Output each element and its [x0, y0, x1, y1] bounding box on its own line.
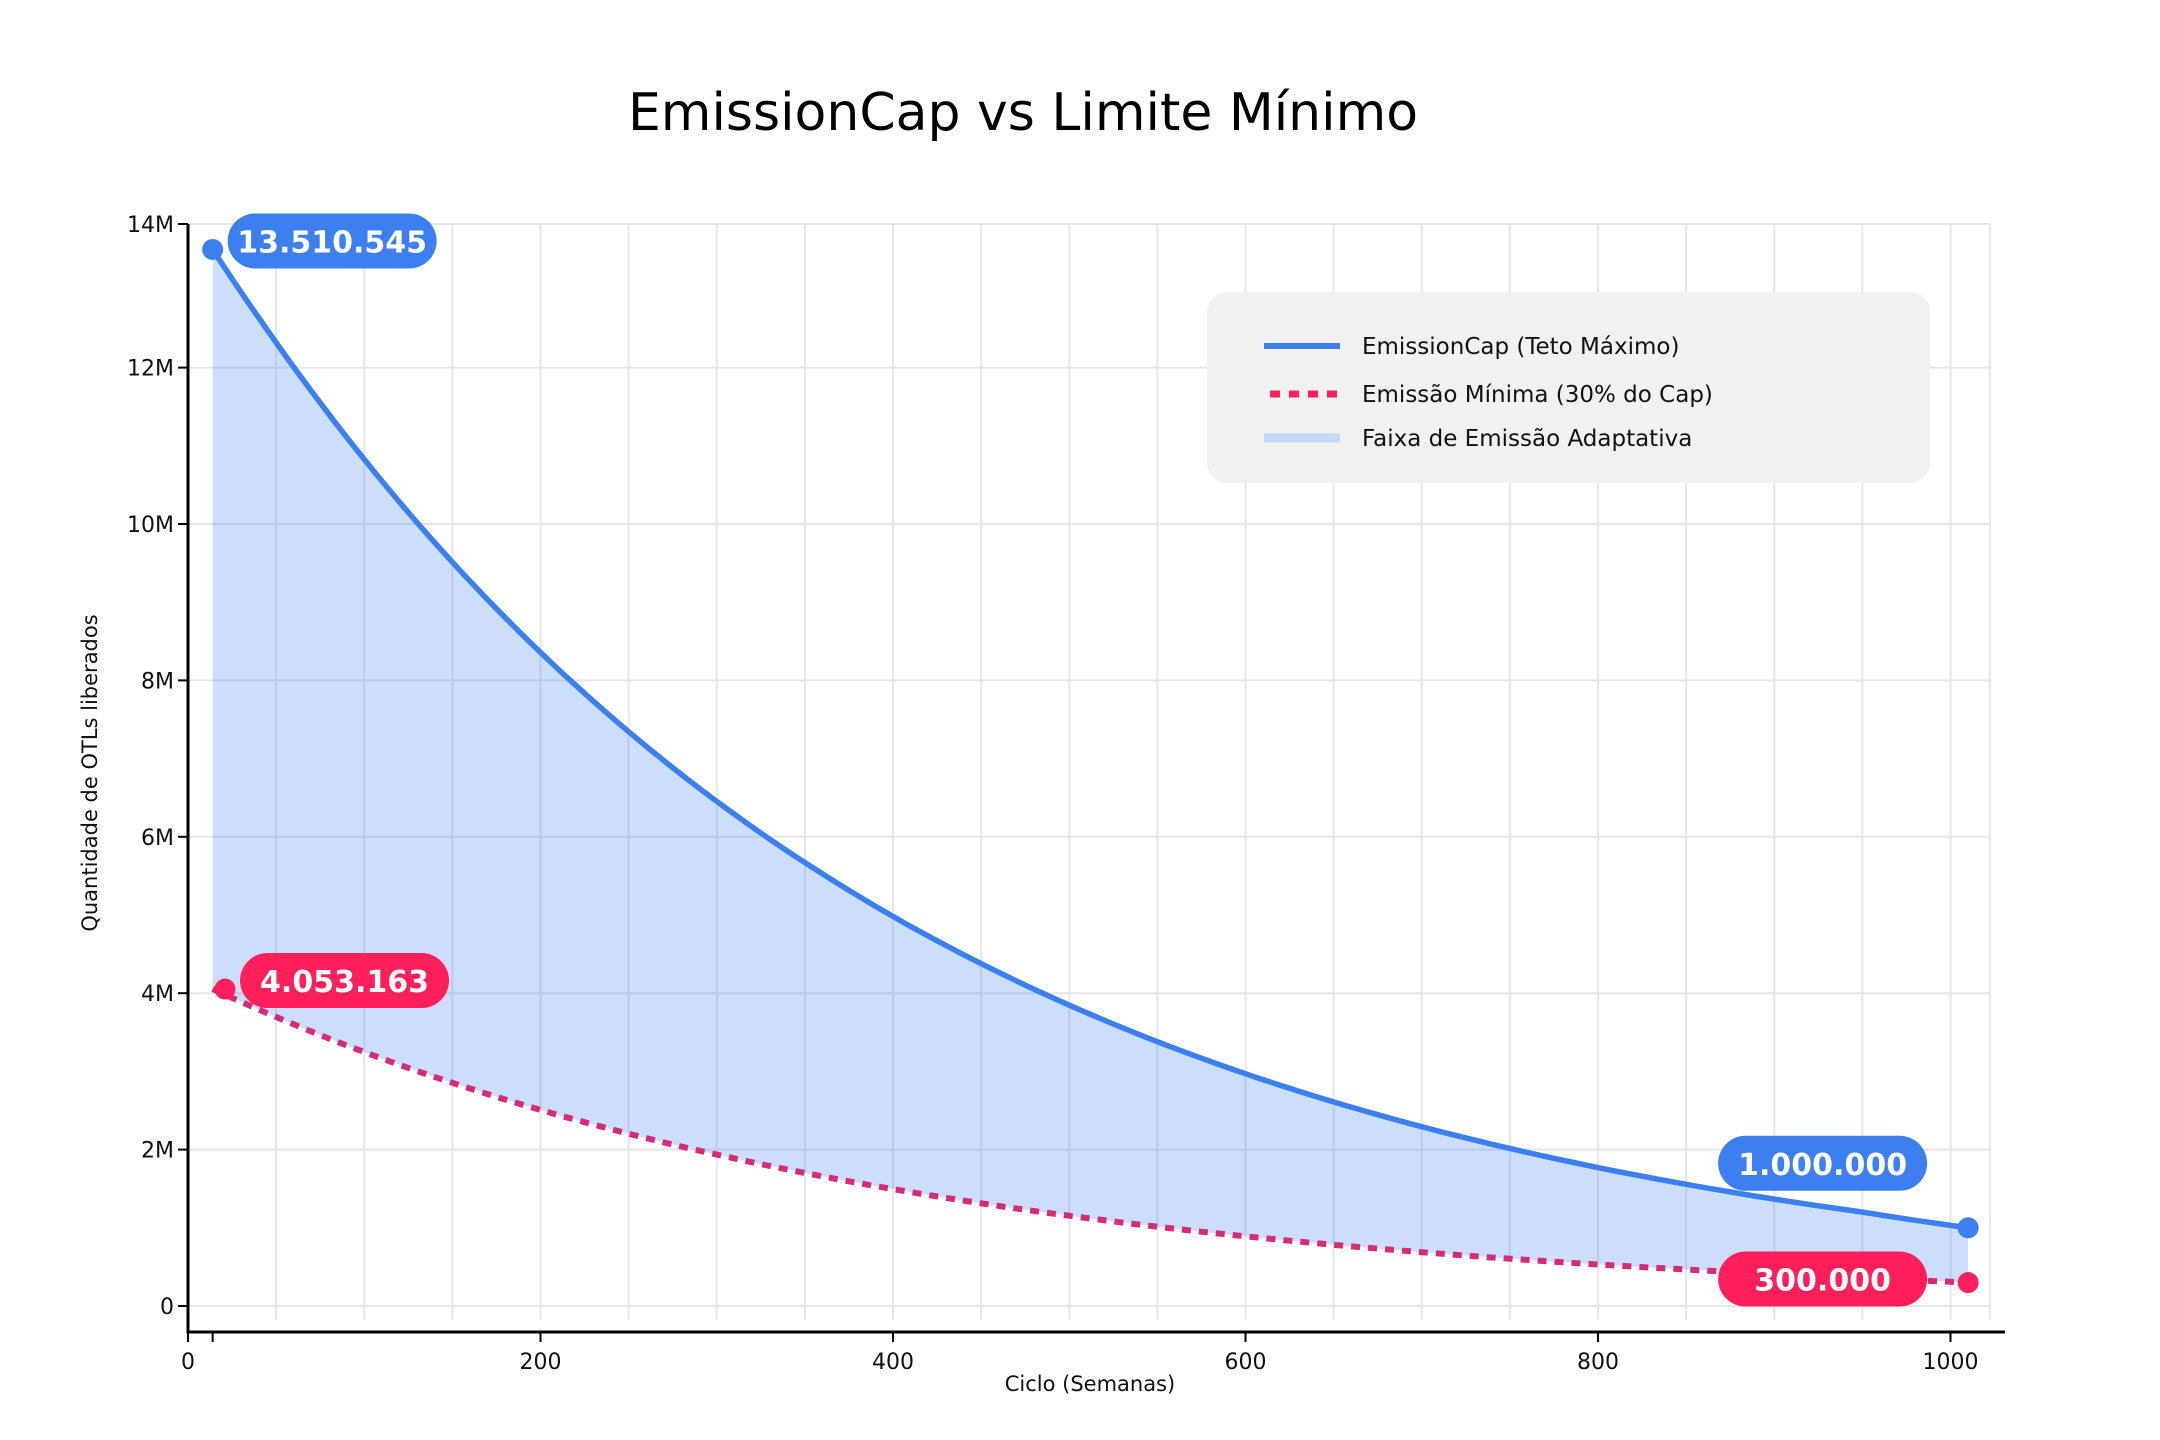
legend-label-min: Emissão Mínima (30% do Cap): [1362, 382, 1713, 408]
value-label-text: 4.053.163: [260, 965, 429, 1000]
series-line-emissao-minima: [211, 986, 1969, 1286]
legend-label-cap: EmissionCap (Teto Máximo): [1362, 334, 1679, 360]
series-layer: [210, 247, 1969, 1286]
value-label-bg: [227, 213, 437, 269]
band-layer: [212, 249, 1969, 1283]
x-tick-label: 1000: [1923, 1350, 1979, 1375]
y-tick-label: 14M: [127, 213, 174, 238]
x-tick-label: 0: [181, 1350, 195, 1375]
x-tick-label: 200: [520, 1350, 562, 1375]
y-tick-label: 10M: [127, 513, 174, 538]
y-tick-label: 12M: [127, 357, 174, 382]
value-label-pill: 1.000.000: [1718, 1135, 1928, 1191]
value-label-pill: 300.000: [1718, 1251, 1928, 1307]
y-tick-label: 0: [160, 1295, 174, 1320]
legend-box: [1207, 292, 1930, 483]
y-axis-label: Quantidade de OTLs liberados: [78, 614, 102, 931]
endpoint-marker: [1957, 1272, 1979, 1294]
x-axis-label: Ciclo (Semanas): [1005, 1372, 1175, 1396]
markers: [202, 238, 1979, 1294]
x-tick-label: 400: [872, 1350, 914, 1375]
value-label-bg: [1718, 1251, 1928, 1307]
y-tick-label: 2M: [141, 1139, 174, 1164]
annotations: 13.510.545 4.053.163 1.000.000 300.000: [227, 213, 1928, 1307]
value-label-bg: [1718, 1135, 1928, 1191]
value-label-pill: 4.053.163: [240, 953, 450, 1009]
endpoint-marker: [202, 238, 224, 260]
value-label-text: 13.510.545: [237, 225, 427, 260]
axes: [186, 224, 2005, 1334]
value-label-text: 1.000.000: [1738, 1148, 1907, 1183]
x-tick-label: 600: [1225, 1350, 1267, 1375]
value-label-pill: 13.510.545: [227, 213, 437, 269]
y-tick-label: 8M: [141, 669, 174, 694]
legend-label-band: Faixa de Emissão Adaptativa: [1362, 426, 1692, 452]
legend: EmissionCap (Teto Máximo) Emissão Mínima…: [1207, 292, 1930, 483]
value-label-text: 300.000: [1754, 1264, 1891, 1299]
emission-band-area: [212, 249, 1969, 1283]
endpoint-marker: [214, 978, 236, 1000]
endpoint-marker: [1957, 1217, 1979, 1239]
value-label-bg: [240, 953, 450, 1009]
ticks: 0 200 400 600 800 1000 0 2M 4M 6M 8M 10M 12M 14M: [127, 213, 1978, 1375]
y-tick-label: 4M: [141, 982, 174, 1007]
chart-title: EmissionCap vs Limite Mínimo: [628, 83, 1418, 143]
series-line-emissioncap: [210, 247, 1969, 1231]
y-tick-label: 6M: [141, 826, 174, 851]
x-tick-label: 800: [1577, 1350, 1619, 1375]
